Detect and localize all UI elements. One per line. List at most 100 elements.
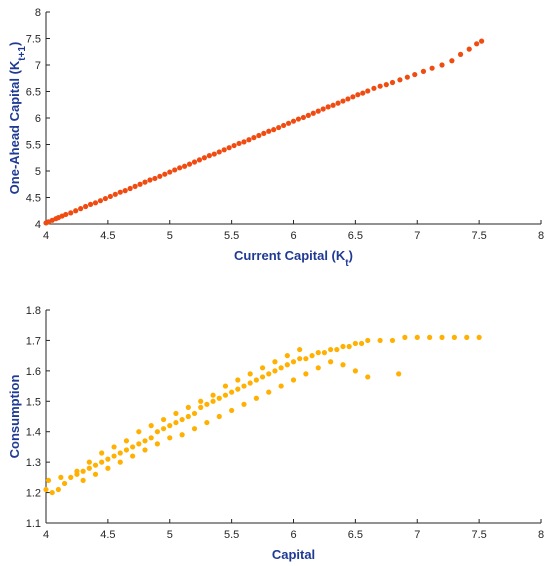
scatter-point: [330, 102, 336, 108]
scatter-point: [320, 106, 326, 112]
x-tick-label: 7.5: [471, 230, 486, 242]
chart-consumption-vs-capital: 4 4.5 5 5.5 6 6.5 7 7.5 8 1.1 1.2 1.3 1.4 1.5 1.6 1.7 1.…: [7, 305, 544, 562]
scatter-point: [389, 337, 396, 344]
scatter-point: [303, 356, 309, 362]
scatter-point: [73, 208, 79, 214]
scatter-point: [43, 486, 49, 493]
scatter-point: [310, 110, 316, 116]
scatter-point: [148, 423, 154, 429]
scatter-point: [253, 377, 259, 383]
scatter-point: [235, 386, 241, 392]
scatter-point: [290, 118, 297, 124]
scatter-point: [402, 334, 408, 340]
y-tick-label: 1.5: [26, 396, 41, 408]
scatter-point: [160, 416, 167, 423]
chart-kt-vs-kt1: 4 4.5 5 5.5 6 6.5 7 7.5 8 4 4.5 5 5.5 6 6.5 7 7.5 8 Curren…: [7, 7, 544, 269]
y-tick-label: 1.6: [26, 366, 41, 378]
y-axis-label: Consumption: [7, 375, 22, 459]
x-tick-label: 7: [414, 529, 420, 541]
scatter-point: [112, 191, 118, 197]
scatter-point: [167, 169, 173, 175]
y-tick-label: 6.5: [26, 87, 41, 99]
scatter-point: [272, 368, 278, 374]
y-axis-label: One-Ahead Capital (Kt+1): [7, 42, 28, 195]
scatter-point: [278, 365, 284, 371]
scatter-point: [127, 185, 133, 192]
scatter-point: [216, 413, 222, 420]
scatter-point: [154, 429, 160, 435]
y-tick-label: 6: [35, 113, 41, 125]
x-tick-label: 6: [290, 529, 296, 541]
scatter-point: [185, 404, 191, 410]
scatter-point: [182, 163, 188, 169]
scatter-point: [216, 149, 222, 155]
scatter-point: [157, 173, 163, 179]
scatter-point: [111, 453, 117, 459]
scatter-point: [371, 85, 377, 91]
scatter-point: [358, 340, 365, 347]
scatter-point: [449, 58, 455, 64]
scatter-point: [315, 108, 321, 114]
scatter-point: [229, 389, 235, 395]
scatter-point: [321, 350, 328, 356]
x-tick-label: 6: [290, 230, 296, 242]
scatter-point: [256, 132, 262, 139]
scatter-point: [173, 410, 179, 417]
scatter-point: [191, 426, 198, 432]
y-tick-label: 1.1: [26, 518, 41, 530]
scatter-point: [271, 127, 277, 133]
scatter-point: [412, 71, 418, 78]
scatter-point: [87, 201, 94, 207]
scatter-point: [476, 334, 482, 340]
scatter-point: [142, 438, 148, 444]
scatter-point: [231, 142, 237, 149]
scatter-point: [439, 334, 445, 340]
scatter-point: [346, 343, 352, 350]
scatter-point: [284, 353, 290, 359]
scatter-point: [466, 46, 472, 52]
y-tick-label: 4: [35, 219, 41, 231]
scatter-point: [355, 92, 361, 98]
scatter-point: [179, 416, 185, 423]
scatter-point: [266, 389, 272, 395]
scatter-point: [198, 398, 204, 404]
scatter-point: [80, 468, 86, 474]
scatter-point: [107, 193, 113, 200]
scatter-point: [179, 432, 185, 438]
scatter-point: [204, 401, 210, 407]
scatter-point: [335, 100, 341, 106]
scatter-point: [328, 346, 334, 353]
x-tick-label: 7.5: [471, 529, 486, 541]
scatter-point: [111, 444, 117, 450]
scatter-series: [43, 38, 485, 226]
scatter-point: [86, 465, 92, 471]
scatter-point: [352, 340, 358, 347]
scatter-point: [99, 450, 105, 456]
scatter-point: [86, 459, 92, 465]
scatter-point: [389, 79, 396, 86]
scatter-point: [281, 122, 287, 129]
scatter-point: [295, 116, 302, 122]
scatter-point: [276, 124, 282, 131]
scatter-point: [154, 441, 160, 447]
scatter-point: [451, 334, 457, 340]
scatter-point: [427, 334, 433, 340]
scatter-point: [241, 383, 247, 389]
scatter-point: [241, 139, 247, 145]
scatter-point: [345, 96, 351, 102]
scatter-point: [210, 392, 216, 398]
scatter-point: [123, 447, 130, 453]
scatter-point: [259, 374, 266, 380]
scatter-point: [123, 438, 130, 444]
scatter-point: [340, 362, 346, 368]
x-tick-label: 5: [167, 230, 173, 242]
x-axis-label: Capital: [272, 547, 315, 562]
y-tick-label: 1.7: [26, 335, 41, 347]
scatter-point: [340, 98, 346, 104]
x-tick-label: 5: [167, 529, 173, 541]
scatter-point: [315, 365, 321, 371]
scatter-point: [284, 362, 290, 368]
scatter-point: [92, 200, 99, 206]
scatter-point: [429, 65, 435, 71]
